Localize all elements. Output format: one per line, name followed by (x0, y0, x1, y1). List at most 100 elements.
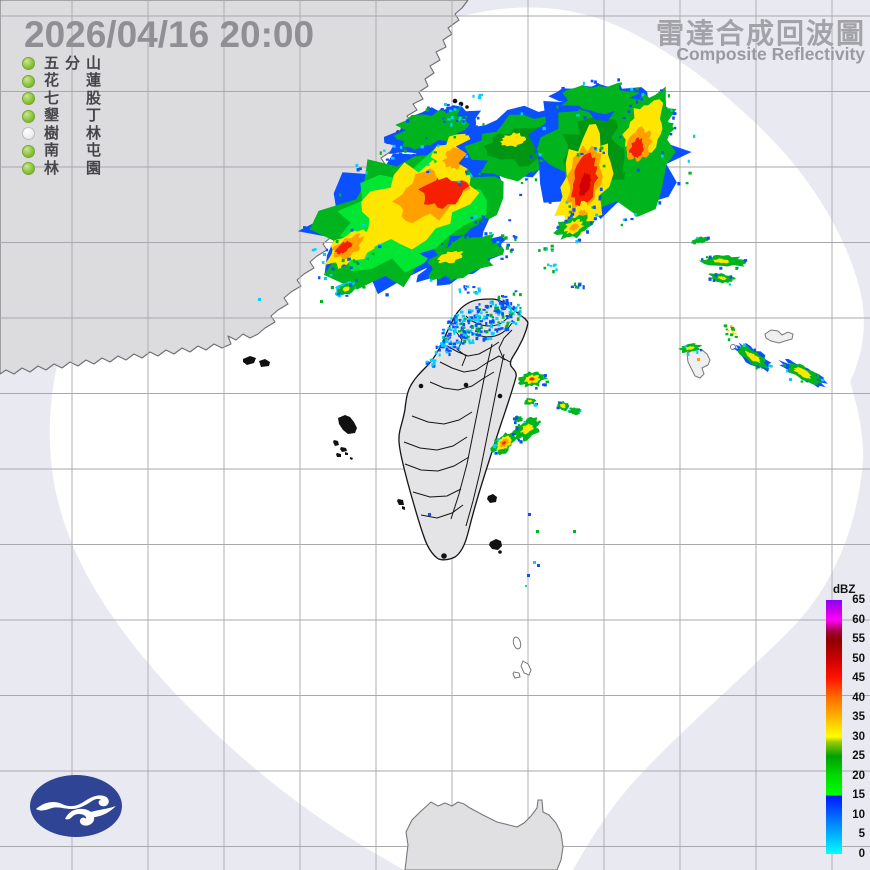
echo-patch-gap5 (514, 238, 517, 241)
echo-speckle (641, 93, 645, 97)
echo-patch-gap3 (503, 295, 508, 298)
echo-patch-taipei-field (449, 323, 453, 326)
echo-speckle (701, 258, 704, 261)
echo-speckle (600, 146, 604, 150)
echo-speckle (667, 94, 670, 98)
echo-patch-taipei-field (450, 328, 453, 331)
echo-speckle (331, 267, 335, 271)
echo-patch-taipei-field (467, 322, 471, 325)
echo-patch-gap2 (543, 266, 547, 270)
echo-cluster-bridge (500, 132, 527, 148)
echo-speckle (743, 343, 746, 347)
echo-speckle (303, 226, 307, 229)
echo-speckle (457, 180, 461, 183)
echo-patch-taipei-west (445, 351, 449, 354)
colorbar-tick-25: 25 (852, 750, 865, 763)
echo-speckle (586, 230, 589, 234)
echo-patch-n-offshore (464, 288, 467, 291)
echo-patch-taipei-field (466, 338, 469, 341)
echo-patch-taipei-west (443, 344, 446, 347)
station-row-1: 五分山 (22, 55, 101, 73)
echo-speckle (378, 244, 381, 247)
echo-speckle (471, 114, 475, 118)
echo-patch-gap6 (543, 247, 547, 251)
echo-patch-taipei-field (467, 319, 470, 323)
echo-patch-taipei-field (494, 328, 498, 331)
echo-patch-gap5 (489, 240, 493, 245)
echo-patch-taipei-field (491, 321, 495, 324)
echo-patch-taipei-field (519, 310, 522, 314)
echo-patch-taipei-field (497, 327, 502, 331)
echo-patch-n-offshore (477, 287, 481, 291)
echo-patch-taipei-field (450, 317, 453, 320)
echo-speckle (591, 206, 594, 209)
echo-speckle (658, 201, 662, 205)
echo-patch-taipei-field (466, 335, 470, 339)
echo-cluster-east1 (529, 377, 535, 381)
station-active-dot-icon (22, 92, 35, 106)
echo-speckle (593, 80, 597, 84)
echo-speckle (531, 169, 536, 173)
echo-speckle (635, 88, 639, 91)
echo-patch-taipei-field (508, 311, 512, 315)
echo-patch-taipei-west (445, 348, 449, 351)
echo-patch-n-fringe1 (450, 123, 453, 127)
echo-speckle (578, 409, 582, 413)
offshore-islet (345, 452, 348, 455)
echo-patch-gap3 (501, 296, 505, 299)
echo-patch-taipei-field (477, 309, 481, 313)
echo-patch-gap2 (552, 269, 555, 274)
echo-patch-n-fringe1 (459, 116, 462, 120)
echo-speckle (524, 401, 528, 405)
cwb-logo-wave (88, 806, 116, 818)
echo-patch-taipei-field (471, 316, 474, 319)
county-boundary (429, 371, 495, 391)
echo-speckle (480, 233, 483, 236)
echo-patch-n-fringe1 (462, 120, 465, 124)
echo-speckle (529, 155, 533, 159)
echo-patch-taipei-field (450, 322, 454, 325)
echo-patch-taipei-field (476, 322, 480, 325)
echo-speckle (465, 155, 469, 158)
echo-patch-west2 (333, 262, 337, 265)
echo-patch-gap2 (552, 264, 556, 267)
echo-patch-taipei-field (506, 322, 509, 326)
echo-speckle (706, 236, 710, 240)
echo-patch-taipei-field (442, 335, 445, 340)
echo-speckle (598, 197, 602, 201)
echo-patch-taipei-field (475, 306, 479, 310)
echo-patch-taipei-field (512, 305, 515, 310)
station-name: 南屯 (44, 142, 101, 160)
echo-speckle (391, 156, 395, 160)
county-boundary (403, 436, 468, 451)
station-active-dot-icon (22, 144, 35, 158)
echo-patch-gap5 (496, 241, 500, 244)
echo-speckle (696, 236, 699, 240)
echo-speckle (712, 279, 716, 282)
echo-patch-west2 (352, 259, 356, 263)
echo-speckle (696, 350, 699, 354)
echo-patch-taipei-field (468, 331, 471, 334)
echo-patch-taipei-field (478, 322, 482, 325)
echo-speckle (469, 173, 473, 177)
county-boundary (450, 343, 493, 520)
echo-speckle (572, 208, 576, 212)
echo-patch-taipei-field (512, 311, 515, 316)
echo-speckle (677, 181, 681, 186)
echo-patch-taipei-field (477, 329, 480, 333)
echo-speckle (425, 137, 428, 140)
echo-speckle (523, 420, 526, 424)
echo-dot (789, 378, 792, 381)
echo-patch-gap4 (470, 216, 474, 220)
colorbar-tick-20: 20 (852, 769, 865, 782)
echo-patch-gap5 (503, 236, 506, 240)
echo-patch-west2 (356, 261, 359, 265)
echo-patch-taipei-field (505, 301, 509, 304)
echo-speckle (768, 364, 771, 368)
echo-speckle (661, 151, 665, 155)
echo-patch-taipei-west (456, 347, 459, 351)
echo-patch-gap3 (501, 295, 504, 298)
echo-speckle (510, 248, 514, 252)
echo-speckle (385, 158, 389, 161)
echo-cluster-w-se-arm (437, 250, 464, 264)
